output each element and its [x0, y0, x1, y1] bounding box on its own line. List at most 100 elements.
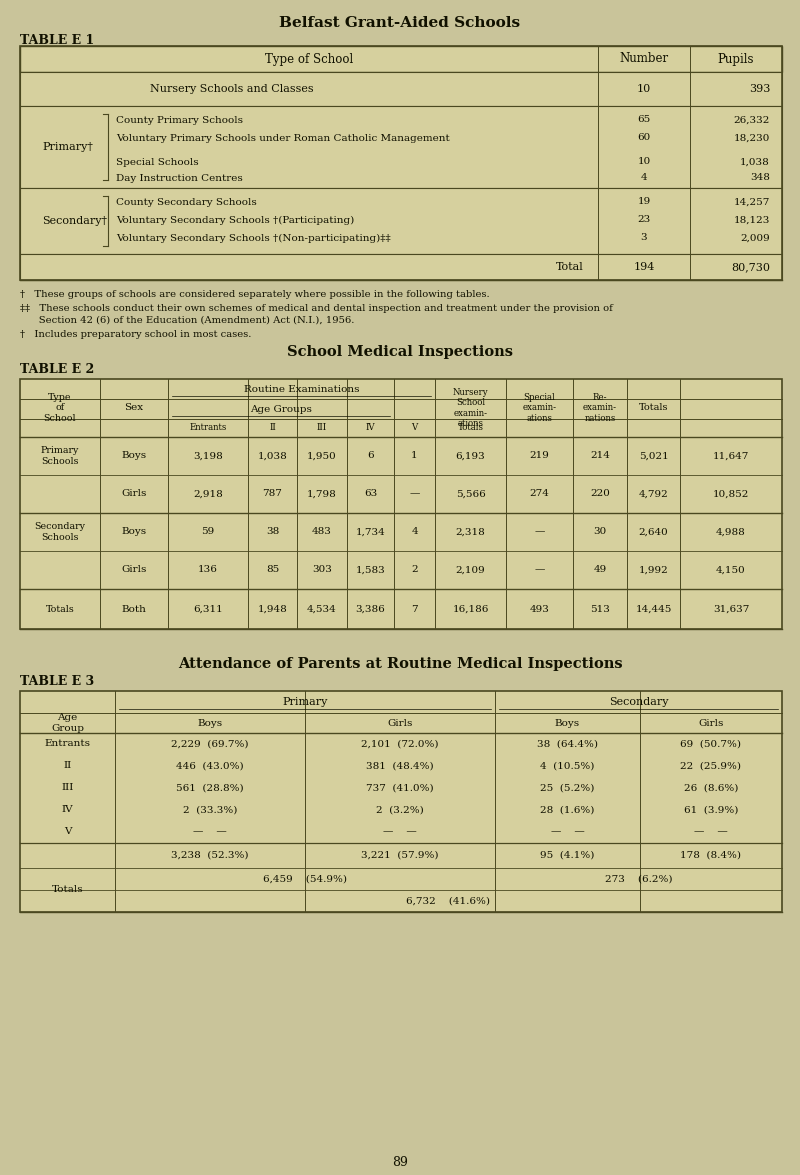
Text: Girls: Girls: [698, 718, 724, 727]
Text: 95  (4.1%): 95 (4.1%): [540, 851, 594, 860]
Text: Type
of
School: Type of School: [44, 394, 76, 423]
Text: Section 42 (6) of the Education (Amendment) Act (N.I.), 1956.: Section 42 (6) of the Education (Amendme…: [20, 316, 354, 325]
Text: 6,459    (54.9%): 6,459 (54.9%): [263, 874, 347, 884]
Text: Pupils: Pupils: [718, 53, 754, 66]
Text: Nursery
School
examin-
ations: Nursery School examin- ations: [453, 388, 488, 428]
Bar: [20, 380, 782, 629]
Text: 348: 348: [750, 174, 770, 182]
Text: 194: 194: [634, 262, 654, 271]
Text: Type of School: Type of School: [265, 53, 353, 66]
Text: 273    (6.2%): 273 (6.2%): [605, 874, 672, 884]
Text: Age
Group: Age Group: [51, 713, 84, 733]
Text: 30: 30: [594, 528, 606, 537]
Text: III: III: [62, 784, 74, 792]
Text: 38: 38: [266, 528, 279, 537]
Text: 11,647: 11,647: [713, 451, 749, 461]
Bar: [20, 46, 782, 72]
Text: Boys: Boys: [555, 718, 580, 727]
Text: —    —: — —: [694, 827, 728, 837]
Text: 10: 10: [637, 83, 651, 94]
Text: 80,730: 80,730: [731, 262, 770, 271]
Text: 1: 1: [411, 451, 418, 461]
Text: 737  (41.0%): 737 (41.0%): [366, 784, 434, 792]
Text: Girls: Girls: [122, 565, 146, 575]
Text: Totals: Totals: [46, 604, 74, 613]
Text: Belfast Grant-Aided Schools: Belfast Grant-Aided Schools: [279, 16, 521, 31]
Text: 4: 4: [411, 528, 418, 537]
Text: TABLE E 2: TABLE E 2: [20, 363, 94, 376]
Text: 4  (10.5%): 4 (10.5%): [540, 761, 594, 771]
Text: 19: 19: [638, 197, 650, 207]
Text: 63: 63: [364, 490, 377, 498]
Text: III: III: [317, 423, 327, 432]
Text: 136: 136: [198, 565, 218, 575]
Text: 2,109: 2,109: [456, 565, 486, 575]
Text: 3,386: 3,386: [356, 604, 386, 613]
Text: 26,332: 26,332: [734, 115, 770, 125]
Text: 3,238  (52.3%): 3,238 (52.3%): [171, 851, 249, 860]
Text: 4,792: 4,792: [638, 490, 668, 498]
Text: 18,123: 18,123: [734, 215, 770, 224]
Text: 303: 303: [312, 565, 332, 575]
Text: 4: 4: [641, 174, 647, 182]
Text: 274: 274: [530, 490, 550, 498]
Text: †   Includes preparatory school in most cases.: † Includes preparatory school in most ca…: [20, 330, 251, 340]
Text: 4,534: 4,534: [307, 604, 337, 613]
Text: Boys: Boys: [122, 528, 146, 537]
Text: Day Instruction Centres: Day Instruction Centres: [116, 174, 242, 183]
Text: Total: Total: [556, 262, 584, 271]
Text: 6,311: 6,311: [193, 604, 223, 613]
Text: Re-
examin-
nations: Re- examin- nations: [583, 394, 617, 423]
Text: Special Schools: Special Schools: [116, 157, 198, 167]
Text: Primary
Schools: Primary Schools: [41, 446, 79, 465]
Text: IV: IV: [62, 806, 74, 814]
Text: V: V: [64, 827, 71, 837]
Text: 18,230: 18,230: [734, 134, 770, 142]
Text: 6,193: 6,193: [456, 451, 486, 461]
Text: Entrants: Entrants: [190, 423, 226, 432]
Text: 10,852: 10,852: [713, 490, 749, 498]
Text: 1,950: 1,950: [307, 451, 337, 461]
Text: 214: 214: [590, 451, 610, 461]
Bar: [20, 254, 782, 280]
Text: —    —: — —: [193, 827, 227, 837]
Text: County Secondary Schools: County Secondary Schools: [116, 199, 257, 207]
Text: Number: Number: [619, 53, 669, 66]
Text: 1,992: 1,992: [638, 565, 668, 575]
Text: 2,009: 2,009: [740, 234, 770, 242]
Text: 69  (50.7%): 69 (50.7%): [681, 739, 742, 748]
Text: 89: 89: [392, 1155, 408, 1168]
Text: 3,198: 3,198: [193, 451, 223, 461]
Text: Sex: Sex: [125, 403, 143, 412]
Text: IV: IV: [366, 423, 375, 432]
Text: 23: 23: [638, 215, 650, 224]
Text: Boys: Boys: [198, 718, 222, 727]
Text: 26  (8.6%): 26 (8.6%): [684, 784, 738, 792]
Text: TABLE E 1: TABLE E 1: [20, 34, 94, 47]
Text: Girls: Girls: [387, 718, 413, 727]
Text: Secondary: Secondary: [609, 697, 668, 707]
Text: 59: 59: [202, 528, 214, 537]
Text: 60: 60: [638, 134, 650, 142]
Text: Voluntary Secondary Schools †(Non-participating)‡‡: Voluntary Secondary Schools †(Non-partic…: [116, 234, 390, 243]
Text: School Medical Inspections: School Medical Inspections: [287, 345, 513, 360]
Text: 1,948: 1,948: [258, 604, 287, 613]
Text: Entrants: Entrants: [45, 739, 90, 748]
Text: —    —: — —: [550, 827, 584, 837]
Text: Special
examin-
ations: Special examin- ations: [522, 394, 557, 423]
Text: 28  (1.6%): 28 (1.6%): [540, 806, 594, 814]
Text: 16,186: 16,186: [452, 604, 489, 613]
Text: Totals: Totals: [52, 886, 83, 894]
Text: Secondary
Schools: Secondary Schools: [34, 523, 86, 542]
Text: †   These groups of schools are considered separately where possible in the foll: † These groups of schools are considered…: [20, 290, 490, 298]
Text: 6: 6: [367, 451, 374, 461]
Text: 1,798: 1,798: [307, 490, 337, 498]
Text: 10: 10: [638, 157, 650, 167]
Text: 61  (3.9%): 61 (3.9%): [684, 806, 738, 814]
Text: 1,734: 1,734: [356, 528, 386, 537]
Text: Totals: Totals: [458, 423, 483, 432]
Text: Voluntary Primary Schools under Roman Catholic Management: Voluntary Primary Schools under Roman Ca…: [116, 134, 450, 143]
Text: Girls: Girls: [122, 490, 146, 498]
Text: Voluntary Secondary Schools †(Participating): Voluntary Secondary Schools †(Participat…: [116, 216, 354, 226]
Text: Age Groups: Age Groups: [250, 404, 312, 414]
